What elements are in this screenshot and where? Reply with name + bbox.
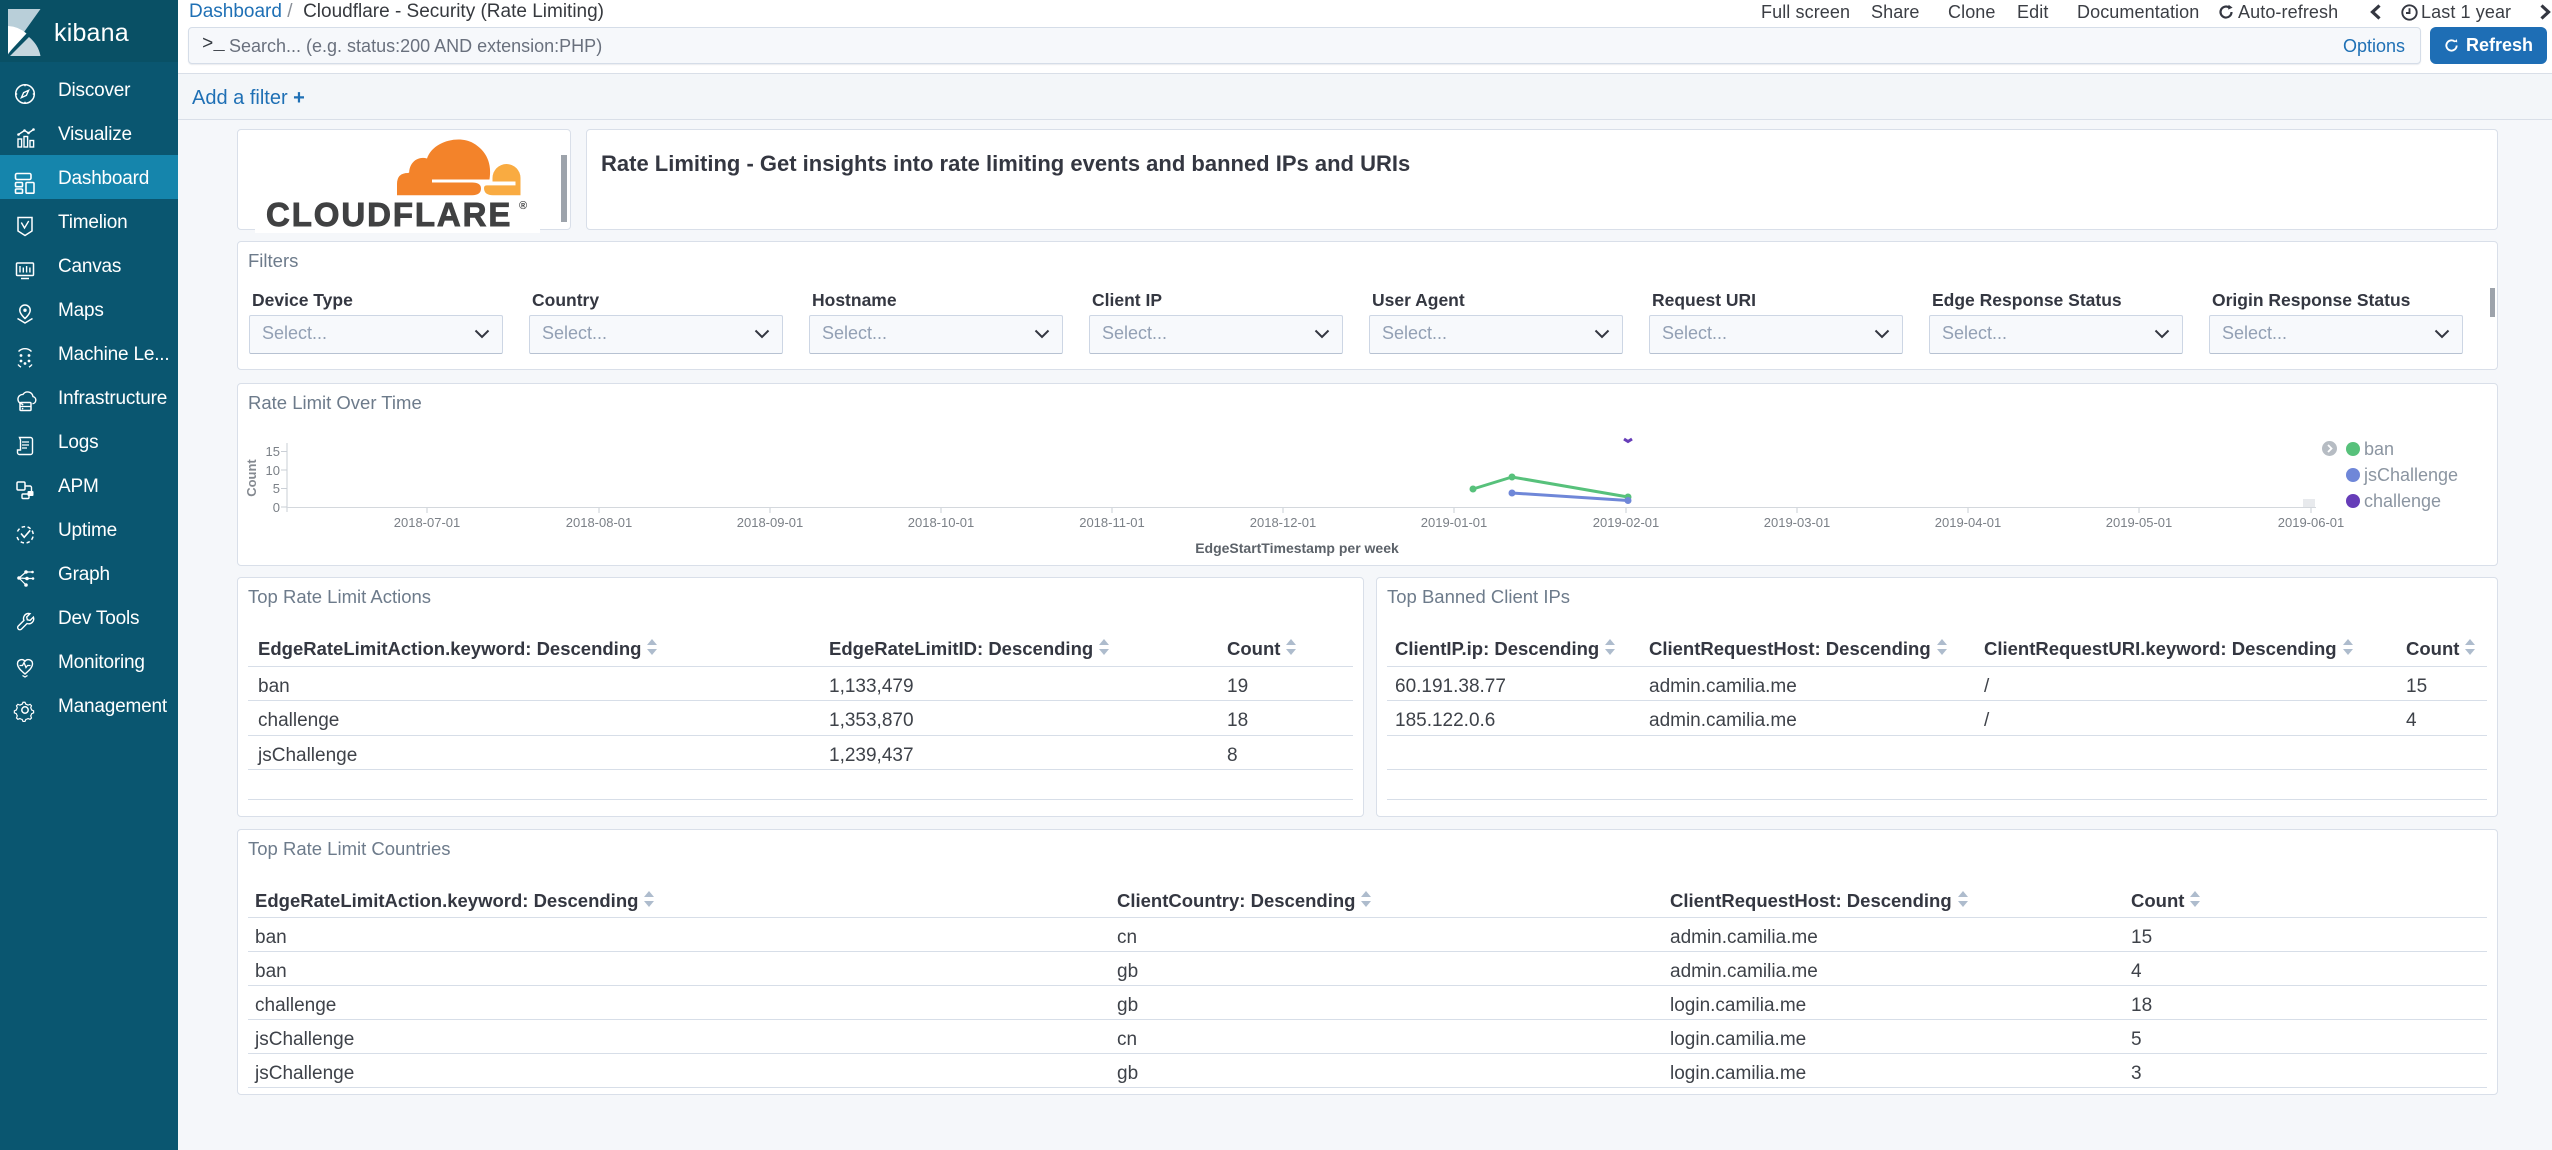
svg-text:2019-01-01: 2019-01-01: [1421, 515, 1488, 530]
svg-text:®: ®: [519, 200, 527, 212]
svg-text:2019-06-01: 2019-06-01: [2278, 515, 2345, 530]
svg-text:CLOUDFLARE: CLOUDFLARE: [266, 196, 512, 230]
svg-text:2019-03-01: 2019-03-01: [1764, 515, 1831, 530]
svg-text:2019-02-01: 2019-02-01: [1593, 515, 1660, 530]
svg-text:2018-12-01: 2018-12-01: [1250, 515, 1317, 530]
svg-text:2018-11-01: 2018-11-01: [1079, 515, 1145, 530]
svg-text:2018-10-01: 2018-10-01: [908, 515, 975, 530]
svg-text:2018-07-01: 2018-07-01: [394, 515, 461, 530]
svg-text:Count: Count: [244, 459, 259, 497]
svg-text:2018-08-01: 2018-08-01: [566, 515, 633, 530]
svg-text:10: 10: [266, 463, 280, 478]
svg-text:2018-09-01: 2018-09-01: [737, 515, 804, 530]
svg-text:0: 0: [273, 500, 280, 515]
svg-text:2019-04-01: 2019-04-01: [1935, 515, 2002, 530]
svg-text:5: 5: [273, 481, 280, 496]
svg-text:EdgeStartTimestamp per week: EdgeStartTimestamp per week: [1195, 540, 1399, 556]
svg-text:2019-05-01: 2019-05-01: [2106, 515, 2173, 530]
svg-text:15: 15: [266, 444, 280, 459]
